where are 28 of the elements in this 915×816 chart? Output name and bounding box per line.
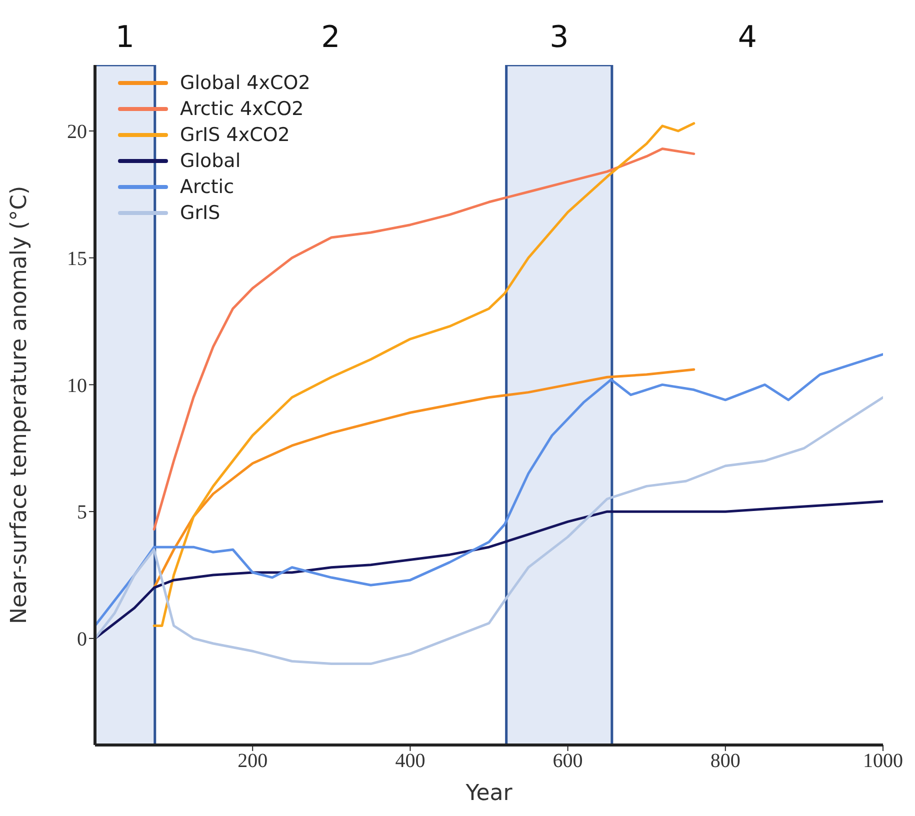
legend-label: GrIS 4xCO2 bbox=[180, 123, 290, 148]
line-series bbox=[152, 368, 696, 589]
text: 2 bbox=[321, 20, 340, 55]
line-series bbox=[152, 147, 696, 531]
line-series bbox=[95, 500, 883, 640]
band-label: 3 bbox=[550, 20, 569, 55]
legend-label: Global bbox=[180, 149, 241, 174]
x-tick-label: 600 bbox=[552, 750, 583, 772]
y-tick-label: 20 bbox=[67, 121, 87, 144]
y-tick-label: 0 bbox=[77, 628, 87, 651]
y-tick-label: 5 bbox=[77, 502, 87, 524]
band-label: 1 bbox=[115, 20, 134, 55]
legend-label: GrIS bbox=[180, 201, 220, 226]
x-axis-title: Year bbox=[464, 781, 514, 806]
x-tick-label: 400 bbox=[395, 750, 426, 772]
legend-label: Arctic 4xCO2 bbox=[180, 97, 304, 122]
legend-label: Global 4xCO2 bbox=[180, 71, 310, 96]
y-tick-label: 10 bbox=[67, 374, 87, 397]
line-series bbox=[95, 353, 883, 627]
y-tick-label: 15 bbox=[67, 248, 87, 270]
legend-label: Arctic bbox=[180, 175, 234, 200]
line-series bbox=[152, 122, 696, 627]
y-axis-title: Near-surface temperature anomaly (°C) bbox=[6, 186, 32, 624]
x-tick-label: 1000 bbox=[863, 750, 903, 772]
x-tick-label: 200 bbox=[238, 750, 268, 772]
line-series bbox=[95, 396, 883, 666]
text: 4 bbox=[738, 20, 758, 55]
x-tick-label: 800 bbox=[710, 750, 740, 772]
